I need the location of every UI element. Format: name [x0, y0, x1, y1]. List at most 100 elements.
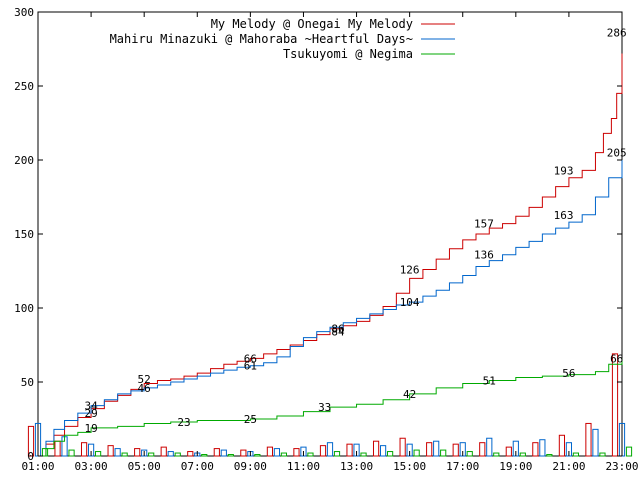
- bar-1-hour-18: [479, 442, 486, 457]
- bar-2-hour-20: [539, 439, 546, 457]
- bar-3-hour-14: [386, 451, 394, 457]
- bar-1-hour-1: [27, 425, 35, 457]
- bar-3-hour-13: [360, 452, 367, 457]
- bar-1-hour-14: [372, 440, 380, 457]
- bar-2-hour-6: [167, 451, 174, 457]
- bar-1-hour-22: [585, 422, 592, 457]
- data-label-1-4: 86: [331, 323, 344, 336]
- legend-entry-3: Tsukuyomi @ Negima: [283, 47, 413, 61]
- x-tick-label: 23:00: [605, 460, 638, 473]
- y-tick-label: 50: [21, 376, 34, 389]
- data-label-3-7: 56: [562, 367, 575, 380]
- data-label-3-5: 42: [403, 388, 416, 401]
- data-label-3-2: 23: [177, 416, 190, 429]
- bar-2-hour-18: [486, 437, 493, 457]
- data-label-2-3: 61: [244, 360, 257, 373]
- bar-2-hour-4: [114, 448, 121, 457]
- x-tick-label: 15:00: [393, 460, 426, 473]
- y-tick-label: 150: [14, 228, 34, 241]
- bar-3-hour-7: [201, 454, 208, 457]
- bar-1-hour-13: [346, 443, 353, 457]
- bar-2-hour-12: [326, 442, 334, 457]
- bar-3-hour-15: [413, 449, 420, 457]
- bar-2-hour-8: [220, 449, 227, 457]
- data-label-1-3: 66: [244, 352, 257, 365]
- bar-1-hour-9: [240, 449, 247, 457]
- bar-3-hour-2: [68, 449, 75, 457]
- bar-3-hour-22: [599, 452, 606, 457]
- bar-1-hour-15: [399, 437, 406, 457]
- data-label-3-4: 33: [318, 401, 331, 414]
- bar-1-hour-2: [54, 440, 61, 457]
- bar-3-hour-11: [307, 452, 314, 457]
- bar-2-hour-10: [273, 448, 281, 457]
- x-tick-label: 03:00: [75, 460, 108, 473]
- data-label-1-7: 193: [554, 164, 574, 177]
- bar-3-hour-23: [625, 446, 633, 457]
- data-label-2-8: 205: [607, 147, 627, 160]
- series-line-1: [38, 53, 623, 457]
- bar-1-hour-20: [532, 442, 539, 457]
- series-line-3: [38, 358, 623, 457]
- y-tick-label: 200: [14, 154, 34, 167]
- legend-entry-1: My Melody @ Onegai My Melody: [211, 17, 413, 31]
- bar-1-hour-21: [558, 434, 566, 457]
- bar-3-hour-1: [41, 448, 49, 457]
- y-tick-label: 100: [14, 302, 34, 315]
- bar-3-hour-9: [254, 454, 261, 457]
- bar-1-hour-11: [293, 448, 300, 457]
- data-label-3-6: 51: [483, 375, 496, 388]
- data-label-2-5: 104: [400, 296, 420, 309]
- data-label-1-8: 286: [607, 27, 627, 40]
- x-tick-label: 05:00: [128, 460, 161, 473]
- bar-2-hour-14: [379, 445, 387, 457]
- data-label-2-2: 46: [138, 382, 151, 395]
- bar-1-hour-3: [80, 442, 88, 457]
- bar-2-hour-22: [592, 428, 599, 457]
- bar-3-hour-18: [493, 452, 500, 457]
- bar-1-hour-6: [160, 446, 167, 457]
- data-label-1-1: 29: [84, 407, 97, 420]
- data-label-2-7: 163: [554, 209, 574, 222]
- bar-3-hour-10: [280, 452, 288, 457]
- x-tick-label: 01:00: [21, 460, 54, 473]
- plot-frame: [37, 11, 623, 457]
- data-label-2-1: 34: [84, 400, 98, 413]
- axes: 0 50 100 150 200 250 300 01:00 03:00 05:00 07:00 09…: [14, 6, 638, 473]
- series-lines: [38, 53, 623, 457]
- data-label-1-2: 52: [138, 373, 151, 386]
- bar-2-hour-16: [433, 440, 440, 457]
- data-label-3-3: 25: [244, 413, 257, 426]
- x-tick-label: 09:00: [234, 460, 267, 473]
- bar-1-hour-17: [452, 443, 459, 457]
- data-label-1-5: 126: [400, 264, 420, 277]
- x-tick-label: 13:00: [340, 460, 373, 473]
- series-line-2: [38, 160, 623, 457]
- bar-1-hour-4: [107, 445, 114, 457]
- data-label-2-4: 84: [331, 326, 345, 339]
- x-tick-label: 07:00: [181, 460, 214, 473]
- bar-1-hour-19: [505, 446, 512, 457]
- data-labels: 29 52 66 86 126 157 193 286 34 46 61 84 104 136 163 205…: [84, 27, 626, 435]
- bar-1-hour-5: [134, 448, 141, 457]
- x-tick-label: 11:00: [287, 460, 320, 473]
- data-label-3-1: 19: [84, 422, 97, 435]
- bar-3-hour-19: [519, 452, 526, 457]
- bar-3-hour-5: [148, 452, 155, 457]
- y-tick-label: 0: [27, 450, 34, 463]
- bar-3-hour-20: [546, 454, 553, 457]
- bar-3-hour-6: [174, 452, 181, 457]
- x-tick-label: 19:00: [499, 460, 532, 473]
- bar-3-hour-17: [466, 451, 473, 457]
- bar-1-hour-12: [319, 445, 327, 457]
- bar-3-hour-8: [227, 454, 234, 457]
- bar-1-hour-7: [187, 451, 194, 457]
- bar-1-hour-10: [266, 446, 274, 457]
- bar-1-hour-16: [426, 442, 433, 457]
- bar-3-hour-16: [440, 449, 447, 457]
- x-tick-label: 17:00: [446, 460, 479, 473]
- y-tick-label: 250: [14, 80, 34, 93]
- bar-1-hour-23: [611, 353, 619, 457]
